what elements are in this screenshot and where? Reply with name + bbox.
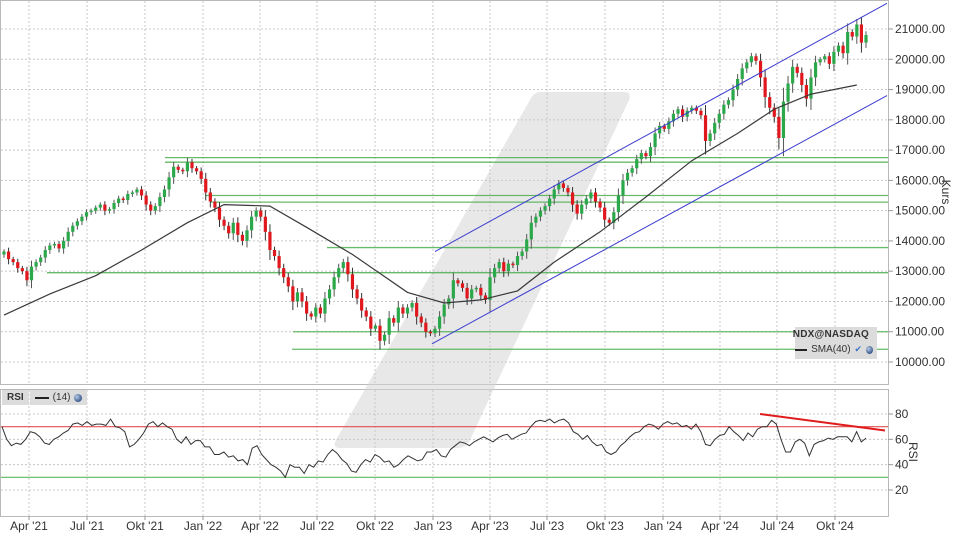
svg-text:18000.00: 18000.00 — [895, 113, 945, 127]
checkmark-icon[interactable]: ✔ — [854, 344, 863, 354]
svg-text:40: 40 — [895, 458, 909, 472]
svg-text:Okt '23: Okt '23 — [586, 519, 624, 533]
svg-text:11000.00: 11000.00 — [895, 325, 944, 339]
line-swatch-icon — [795, 348, 808, 351]
svg-text:Okt '22: Okt '22 — [356, 519, 394, 533]
price-axis: 10000.00 11000.00 12000.00 13000.00 14000.00… — [888, 22, 945, 369]
sma40-line — [3, 84, 857, 316]
rsi-legend-title: RSI — [2, 390, 29, 405]
svg-text:15000.00: 15000.00 — [895, 204, 945, 218]
trend-channel — [431, 2, 888, 345]
svg-text:13000.00: 13000.00 — [895, 264, 945, 278]
svg-text:Jan '23: Jan '23 — [414, 519, 453, 533]
svg-text:Apr '22: Apr '22 — [241, 519, 279, 533]
legend-instrument-label: NDX@NASDAQ — [792, 329, 869, 340]
svg-text:17000.00: 17000.00 — [895, 143, 945, 157]
svg-text:60: 60 — [895, 432, 909, 446]
svg-text:Jul '22: Jul '22 — [300, 519, 335, 533]
globe-icon[interactable] — [74, 393, 83, 402]
rsi-period-label: (14) — [52, 392, 71, 403]
rsi-axis: 20 40 60 80 — [888, 407, 909, 497]
svg-text:Apr '21: Apr '21 — [10, 519, 48, 533]
time-axis: Apr '21 Jul '21 Okt '21 Jan '22 Apr '22 Jul '… — [0, 516, 889, 533]
svg-text:Apr '23: Apr '23 — [471, 519, 509, 533]
watermark-logo — [334, 92, 630, 448]
svg-text:19000.00: 19000.00 — [895, 83, 945, 97]
legend-sma-label: SMA(40) — [811, 344, 851, 355]
svg-text:Jul '24: Jul '24 — [760, 519, 795, 533]
rsi-grid — [1, 390, 888, 516]
svg-text:16000.00: 16000.00 — [895, 173, 945, 187]
rsi-axis-title: RSI — [906, 442, 920, 462]
globe-icon[interactable] — [866, 345, 873, 354]
svg-text:Jul '23: Jul '23 — [530, 519, 565, 533]
line-swatch-icon — [34, 396, 49, 399]
svg-text:12000.00: 12000.00 — [895, 294, 945, 308]
svg-text:20: 20 — [895, 483, 909, 497]
svg-text:14000.00: 14000.00 — [895, 234, 945, 248]
svg-text:Okt '24: Okt '24 — [816, 519, 854, 533]
svg-text:80: 80 — [895, 407, 909, 421]
svg-text:Jan '24: Jan '24 — [644, 519, 683, 533]
legend-item-instrument[interactable]: NDX@NASDAQ — [792, 327, 877, 342]
rsi-legend-item[interactable]: (14) — [29, 390, 88, 405]
main-legend: NDX@NASDAQ SMA(40) ✔ — [792, 327, 877, 359]
svg-text:Apr '24: Apr '24 — [701, 519, 739, 533]
svg-text:Jan '22: Jan '22 — [184, 519, 223, 533]
svg-text:20000.00: 20000.00 — [895, 52, 945, 66]
svg-text:21000.00: 21000.00 — [895, 22, 945, 36]
rsi-legend: RSI (14) — [2, 390, 88, 405]
rsi-line — [1, 413, 888, 479]
legend-item-sma[interactable]: SMA(40) ✔ — [795, 342, 877, 357]
svg-text:Okt '21: Okt '21 — [126, 519, 164, 533]
candlesticks — [2, 16, 868, 350]
price-axis-title: Kurs — [939, 180, 953, 205]
svg-text:Jul '21: Jul '21 — [70, 519, 105, 533]
svg-text:10000.00: 10000.00 — [895, 355, 945, 369]
